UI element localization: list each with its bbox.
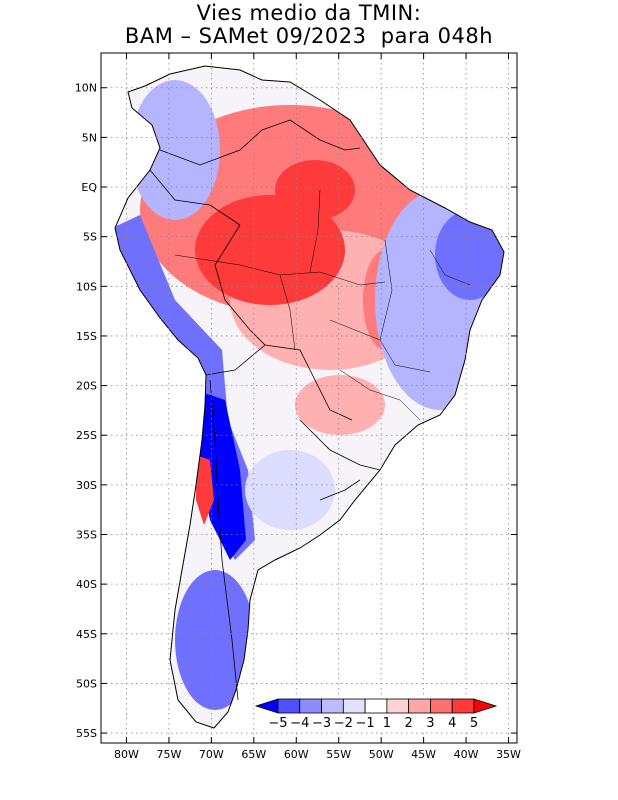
warm-core-north xyxy=(275,160,355,220)
bias-field xyxy=(115,66,504,728)
x-tick-label: 75W xyxy=(156,748,181,761)
y-tick-label: 35S xyxy=(76,529,97,542)
x-tick-label: 40W xyxy=(454,748,479,761)
colorbar-bin xyxy=(321,698,344,714)
border-uruguay xyxy=(319,479,361,501)
border-argentina-brazil xyxy=(299,419,381,471)
colorbar-label: −5 xyxy=(268,716,287,731)
colorbar-label: 1 xyxy=(383,716,391,731)
y-tick-label: 10N xyxy=(75,82,97,95)
x-tick-label: 35W xyxy=(496,748,521,761)
x-tick-label: 80W xyxy=(114,748,139,761)
border-bolivia-paraguay xyxy=(264,344,353,421)
colorbar-bin xyxy=(277,698,301,714)
y-tick-label: 25S xyxy=(76,429,97,442)
colorbar-label: 4 xyxy=(448,716,456,731)
colorbar-bin xyxy=(386,698,410,714)
x-tick-label: 45W xyxy=(411,748,436,761)
colorbar-bin xyxy=(451,698,475,714)
country-borders xyxy=(149,119,381,701)
colorbar-bin xyxy=(299,698,322,714)
map-ticks: 80W 75W 70W 65W 60W 55W 50W 45W 40W 35W 10N 5N EQ 5S 1… xyxy=(75,53,521,761)
border-chile-argentina xyxy=(209,379,239,701)
y-tick-label: EQ xyxy=(81,181,97,194)
colorbar-label: −4 xyxy=(290,716,309,731)
y-tick-label: 45S xyxy=(76,628,97,641)
y-tick-label: 15S xyxy=(76,330,97,343)
x-tick-label: 70W xyxy=(199,748,224,761)
y-tick-label: 5N xyxy=(82,131,97,144)
colorbar-bin xyxy=(430,698,453,714)
state-border-2 xyxy=(309,189,321,273)
border-peru-bolivia xyxy=(205,344,266,376)
x-tick-label: 65W xyxy=(241,748,266,761)
title-line-2: BAM – SAMet 09/2023 para 048h xyxy=(124,24,494,48)
colorbar-bin xyxy=(408,698,431,714)
colorbar-label: 5 xyxy=(470,716,478,731)
warm-strip-chile xyxy=(196,455,214,525)
colorbar-label: 3 xyxy=(426,716,434,731)
border-guianas xyxy=(289,119,361,151)
map-frame xyxy=(100,52,518,744)
colorbar: −5 −4 −3 −2 −1 1 2 3 4 5 xyxy=(254,697,498,731)
state-border-1 xyxy=(174,254,386,286)
state-border-6 xyxy=(429,249,471,286)
map-gridlines xyxy=(101,53,517,743)
colorbar-label: −1 xyxy=(356,716,375,731)
y-tick-label: 55S xyxy=(76,727,97,740)
neutral-area-argentina xyxy=(245,450,335,530)
colorbar-bin xyxy=(473,698,498,714)
x-tick-label: 60W xyxy=(284,748,309,761)
y-tick-label: 50S xyxy=(76,677,97,690)
title-line-1: Vies medio da TMIN: xyxy=(196,1,422,25)
y-tick-label: 20S xyxy=(76,380,97,393)
y-tick-label: 10S xyxy=(76,280,97,293)
border-colombia-venezuela xyxy=(159,119,291,166)
warm-core-amazon xyxy=(195,195,345,305)
x-tick-label: 55W xyxy=(326,748,351,761)
colorbar-label: −3 xyxy=(312,716,331,731)
cold-core-northeast xyxy=(435,210,504,300)
cold-area-colombia xyxy=(130,80,220,220)
cold-area-patagonia xyxy=(175,570,255,710)
cold-core-chile xyxy=(195,390,246,560)
colorbar-label: −2 xyxy=(334,716,353,731)
colorbar-label: 2 xyxy=(405,716,413,731)
border-ecuador-peru xyxy=(149,169,241,226)
colorbar-bin xyxy=(364,698,388,714)
y-tick-label: 30S xyxy=(76,479,97,492)
warm-area-south-brazil xyxy=(295,375,385,435)
chart-title: Vies medio da TMIN: BAM – SAMet 09/2023 … xyxy=(0,2,618,48)
border-peru-brazil xyxy=(214,224,266,346)
y-tick-label: 40S xyxy=(76,578,97,591)
y-tick-label: 5S xyxy=(83,231,97,244)
state-border-4 xyxy=(279,274,296,351)
colorbar-bin xyxy=(342,698,366,714)
state-border-7 xyxy=(339,369,421,421)
x-tick-label: 50W xyxy=(369,748,394,761)
